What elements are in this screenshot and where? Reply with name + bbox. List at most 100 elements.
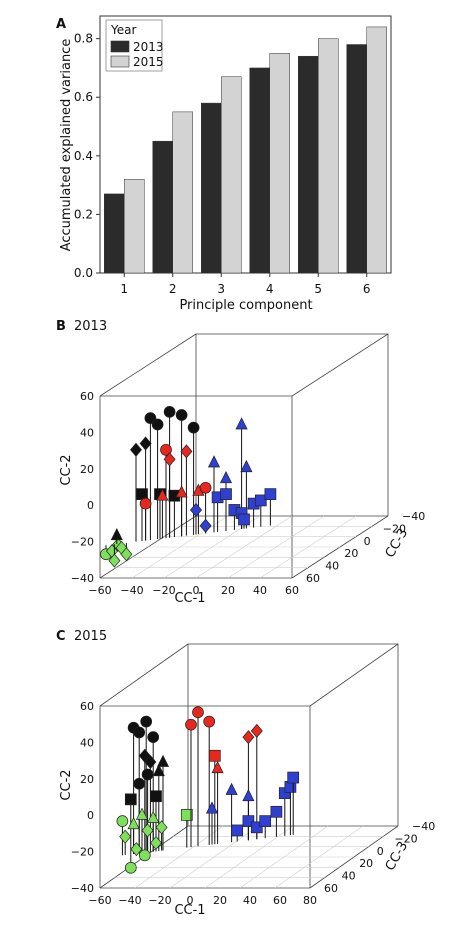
point-black-square bbox=[150, 790, 162, 803]
bar-2015-pc6 bbox=[366, 26, 387, 274]
legend-label-2015: 2015 bbox=[133, 55, 164, 69]
panel-b-points bbox=[100, 405, 277, 568]
cc1-tick-label: 0 bbox=[193, 584, 200, 597]
point-black-diamond bbox=[139, 436, 152, 451]
cc2-tick-label: 20 bbox=[80, 773, 94, 786]
cube-edge bbox=[99, 643, 189, 707]
cc3-tick-label: 20 bbox=[344, 547, 358, 560]
point-red-circle bbox=[185, 718, 197, 731]
legend-title: Year bbox=[110, 23, 136, 37]
y-tick-label: 0.6 bbox=[74, 90, 93, 104]
panel-b-label: B bbox=[56, 319, 66, 334]
point-black-triangle bbox=[152, 764, 165, 777]
point-red-circle bbox=[139, 497, 152, 510]
point-blue-square bbox=[264, 488, 277, 500]
point-green-diamond bbox=[150, 835, 162, 850]
cc3-tick-label: 60 bbox=[306, 572, 320, 585]
bar-2013-pc1 bbox=[104, 193, 125, 274]
point-blue-square bbox=[254, 494, 267, 507]
cc1-tick-label: 20 bbox=[213, 894, 227, 907]
point-green-diamond bbox=[130, 842, 143, 857]
point-red-circle bbox=[160, 443, 172, 456]
point-black-triangle bbox=[156, 754, 170, 767]
bar-2015-pc5 bbox=[318, 38, 339, 274]
panel-a-bar-chart: A 0.0 0.2 0.4 0.6 0.8 1 2 3 4 5 6 Principle compo… bbox=[56, 15, 392, 313]
point-green-circle bbox=[124, 861, 137, 874]
panel-b-x-axis-label: CC-1 bbox=[174, 591, 205, 606]
point-black-circle bbox=[187, 421, 200, 434]
cc3-tick-label: −40 bbox=[412, 820, 435, 833]
cc1-tick-label: −20 bbox=[148, 894, 171, 907]
cc3-tick-label: 40 bbox=[342, 870, 356, 883]
x-tick-label: 3 bbox=[217, 282, 225, 296]
point-blue-square bbox=[238, 513, 250, 526]
point-red-triangle bbox=[211, 760, 224, 774]
point-green-diamond bbox=[108, 553, 121, 568]
bar-2013-pc3 bbox=[201, 102, 222, 274]
cc2-tick-label: 40 bbox=[80, 426, 94, 439]
bar-2015-pc1 bbox=[124, 179, 145, 274]
cc3-tick-label: 60 bbox=[324, 882, 338, 895]
bar-2015-pc4 bbox=[269, 53, 290, 274]
cube-edge bbox=[309, 643, 399, 707]
point-red-diamond bbox=[163, 452, 176, 467]
x-tick-label: 6 bbox=[363, 282, 371, 296]
bar-2013-pc4 bbox=[249, 67, 270, 274]
cc2-tick-label: 60 bbox=[80, 390, 94, 403]
cc2-tick-label: 60 bbox=[80, 700, 94, 713]
panel-a-x-axis-label: Principle component bbox=[179, 298, 312, 313]
panel-c-y-axis-label: CC-2 bbox=[59, 769, 74, 800]
y-tick-label: 0.0 bbox=[74, 266, 93, 280]
point-blue-square bbox=[287, 771, 300, 784]
cc2-tick-label: −20 bbox=[71, 846, 94, 859]
point-black-circle bbox=[140, 715, 153, 728]
cc2-tick-label: −40 bbox=[71, 572, 94, 585]
legend-swatch-2013 bbox=[110, 40, 130, 53]
point-blue-square bbox=[242, 815, 255, 827]
y-tick-label: 0.4 bbox=[74, 149, 93, 163]
point-black-circle bbox=[151, 418, 164, 431]
point-blue-square bbox=[270, 805, 283, 818]
x-tick-label: 2 bbox=[169, 282, 177, 296]
cc2-tick-label: 0 bbox=[87, 499, 94, 512]
panel-c-axes-box bbox=[99, 643, 399, 889]
panel-b-axes-box bbox=[99, 333, 389, 579]
point-blue-diamond bbox=[199, 518, 212, 533]
cc2-tick-label: 0 bbox=[87, 809, 94, 822]
point-blue-triangle bbox=[207, 455, 221, 468]
cc2-tick-label: −40 bbox=[71, 882, 94, 895]
point-green-diamond bbox=[155, 820, 168, 835]
cc3-tick-label: 20 bbox=[359, 857, 373, 870]
point-black-diamond bbox=[144, 754, 157, 770]
y-tick-label: 0.2 bbox=[74, 207, 93, 221]
cc1-tick-label: −20 bbox=[152, 584, 175, 597]
point-black-circle bbox=[133, 726, 146, 739]
point-red-triangle bbox=[175, 485, 188, 498]
panel-b-title: 2013 bbox=[74, 319, 107, 334]
point-black-circle bbox=[133, 777, 146, 790]
panel-c-label: C bbox=[56, 629, 66, 644]
point-blue-triangle bbox=[242, 788, 255, 802]
point-green-diamond bbox=[120, 547, 133, 562]
point-red-square bbox=[208, 749, 221, 762]
x-tick-label: 5 bbox=[314, 282, 322, 296]
point-blue-square bbox=[250, 821, 263, 834]
point-green-triangle bbox=[147, 810, 160, 823]
cube-edge bbox=[291, 333, 389, 397]
cc3-tick-label: 0 bbox=[377, 845, 384, 858]
x-tick-label: 4 bbox=[266, 282, 274, 296]
panel-c-x-axis-label: CC-1 bbox=[174, 903, 205, 918]
point-blue-triangle bbox=[219, 471, 233, 484]
point-red-diamond bbox=[250, 723, 263, 738]
bar-2013-pc2 bbox=[152, 140, 173, 274]
cc1-tick-label: 60 bbox=[273, 894, 287, 907]
point-green-triangle bbox=[135, 807, 149, 820]
cc1-tick-label: 40 bbox=[253, 584, 267, 597]
point-red-diamond bbox=[242, 730, 255, 745]
point-green-diamond bbox=[141, 823, 154, 838]
bar-2015-pc2 bbox=[172, 111, 193, 274]
